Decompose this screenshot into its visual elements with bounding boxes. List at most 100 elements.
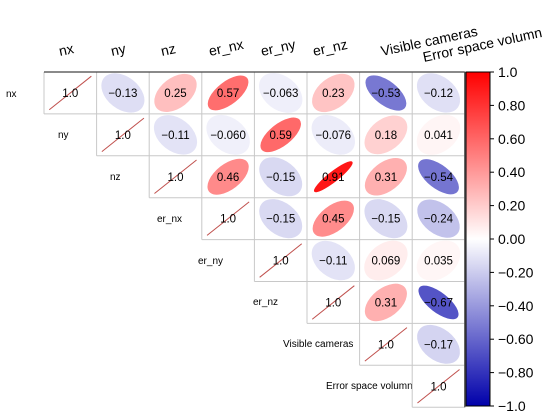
diagonal-mark xyxy=(417,369,460,404)
corr-ellipse xyxy=(418,285,459,320)
corr-ellipse xyxy=(312,200,354,237)
corr-value-label: 0.041 xyxy=(424,130,453,142)
diagonal-mark xyxy=(259,243,303,278)
corr-cell-nx-nx: 1.0 xyxy=(48,75,92,111)
corr-value-label: 0.035 xyxy=(424,256,453,268)
corr-ellipse xyxy=(364,199,408,239)
diagonal-mark xyxy=(48,75,92,111)
corr-value-label: −0.53 xyxy=(371,88,400,100)
colorbar-tick-label: −0.40 xyxy=(498,298,534,314)
corr-cell-nz-er-ny: −0.15 xyxy=(259,157,303,197)
corr-cell-er-nx-er-nx: 1.0 xyxy=(206,201,250,236)
row-label-ny: ny xyxy=(58,130,69,141)
column-label-er-nx: er_nx xyxy=(207,36,245,59)
colorbar-tick-label: −0.20 xyxy=(498,264,534,280)
corr-value-label: 0.18 xyxy=(375,130,397,142)
corr-value-label: −0.13 xyxy=(108,88,137,100)
corr-value-label: 1.0 xyxy=(62,88,78,100)
corr-value-label: −0.17 xyxy=(424,339,453,351)
corr-value-label: −0.67 xyxy=(424,297,453,309)
corr-value-label: −0.15 xyxy=(371,214,400,226)
corr-ellipse xyxy=(258,72,303,113)
colorbar-tick-label: 0.40 xyxy=(498,164,525,180)
corr-value-label: 0.31 xyxy=(375,172,397,184)
corr-value-label: −0.24 xyxy=(424,214,454,226)
colorbar-tick-label: 0.80 xyxy=(498,97,525,113)
corr-cell-nx-nz: 0.25 xyxy=(154,73,197,113)
corr-ellipse xyxy=(311,240,355,281)
column-label-er-nz: er_nz xyxy=(311,36,349,59)
corr-ellipse xyxy=(416,73,461,113)
corr-cell-er-ny-error-space-volumn: 0.035 xyxy=(416,240,461,281)
corr-cell-ny-er-nz: −0.076 xyxy=(311,114,355,155)
corr-value-label: 0.23 xyxy=(322,88,344,100)
corr-value-label: 0.91 xyxy=(322,172,344,184)
colorbar-tick-label: −0.80 xyxy=(498,365,534,381)
corr-cell-nz-visible-cameras: 0.31 xyxy=(364,157,407,196)
corr-value-label: 1.0 xyxy=(115,130,131,142)
corr-ellipse xyxy=(364,240,408,281)
corr-cell-ny-er-ny: 0.59 xyxy=(260,117,301,153)
row-label-nz: nz xyxy=(110,172,121,183)
corr-ellipse xyxy=(418,159,459,195)
colorbar-tick-label: 1.0 xyxy=(498,64,518,80)
corr-cell-er-nx-er-ny: −0.15 xyxy=(259,199,303,239)
corr-cell-er-nx-visible-cameras: −0.15 xyxy=(364,199,408,239)
colorbar-tick-label: −0.60 xyxy=(498,331,534,347)
corr-ellipse xyxy=(365,75,407,111)
corr-ellipse xyxy=(260,117,301,153)
corr-cell-ny-ny: 1.0 xyxy=(101,117,145,153)
row-label-er-ny: er_ny xyxy=(198,256,223,267)
corr-value-label: −0.11 xyxy=(161,130,189,142)
corr-value-label: 0.57 xyxy=(217,88,239,100)
corr-cell-er-nz-visible-cameras: 0.31 xyxy=(364,283,407,322)
corr-value-label: 0.45 xyxy=(322,214,344,226)
corr-cell-visible-cameras-visible-cameras: 1.0 xyxy=(364,327,408,362)
diagonal-mark xyxy=(364,327,408,362)
corr-cell-error-space-volumn-error-space-volumn: 1.0 xyxy=(417,369,460,404)
corr-cell-nx-visible-cameras: −0.53 xyxy=(365,75,407,111)
row-label-nx: nx xyxy=(6,89,17,100)
corr-ellipse xyxy=(312,73,355,113)
corr-value-label: 0.46 xyxy=(217,172,239,184)
corr-cell-nx-er-nx: 0.57 xyxy=(207,75,249,111)
corr-ellipse xyxy=(416,240,461,281)
corr-ellipse xyxy=(154,73,197,113)
corr-value-label: 0.59 xyxy=(270,130,292,142)
colorbar-tick-label: 0.00 xyxy=(498,231,525,247)
colorbar-tick-label: 0.20 xyxy=(498,198,525,214)
corr-value-label: −0.11 xyxy=(319,256,347,268)
corr-cell-er-nx-er-nz: 0.45 xyxy=(312,200,354,237)
corr-ellipse xyxy=(313,161,353,193)
column-label-er-ny: er_ny xyxy=(259,36,297,59)
corr-value-label: 1.0 xyxy=(431,381,447,393)
row-label-er-nz: er_nz xyxy=(253,297,278,308)
corr-cell-nz-er-nx: 0.46 xyxy=(207,158,249,195)
corr-cell-ny-er-nx: −0.060 xyxy=(206,114,250,155)
row-label-er-nx: er_nx xyxy=(157,214,182,225)
corr-ellipse xyxy=(364,115,408,155)
corr-value-label: 1.0 xyxy=(168,172,184,184)
corr-cell-nz-nz: 1.0 xyxy=(154,159,197,194)
corr-cell-ny-visible-cameras: 0.18 xyxy=(364,115,408,155)
corr-value-label: 0.25 xyxy=(164,88,186,100)
row-label-error-space-volumn: Error space volumn xyxy=(326,381,413,392)
colorbar-gradient xyxy=(465,71,491,407)
corr-ellipse xyxy=(206,114,250,155)
corr-cell-nz-error-space-volumn: −0.54 xyxy=(418,159,459,195)
corr-value-label: −0.54 xyxy=(424,172,454,184)
corr-value-label: −0.060 xyxy=(210,130,246,142)
corr-cell-er-nz-error-space-volumn: −0.67 xyxy=(418,285,459,320)
corr-ellipse xyxy=(364,157,407,196)
diagonal-mark xyxy=(311,285,355,320)
row-label-visible-cameras: Visible cameras xyxy=(283,339,353,350)
corr-ellipse xyxy=(207,75,249,111)
corr-cell-nx-error-space-volumn: −0.12 xyxy=(416,73,461,113)
corr-cell-visible-cameras-error-space-volumn: −0.17 xyxy=(417,324,460,364)
corr-cell-er-nz-er-nz: 1.0 xyxy=(311,285,355,320)
corr-ellipse xyxy=(153,115,198,155)
corr-ellipse xyxy=(417,324,460,364)
diagonal-mark xyxy=(154,159,197,194)
corr-value-label: 0.31 xyxy=(375,297,397,309)
